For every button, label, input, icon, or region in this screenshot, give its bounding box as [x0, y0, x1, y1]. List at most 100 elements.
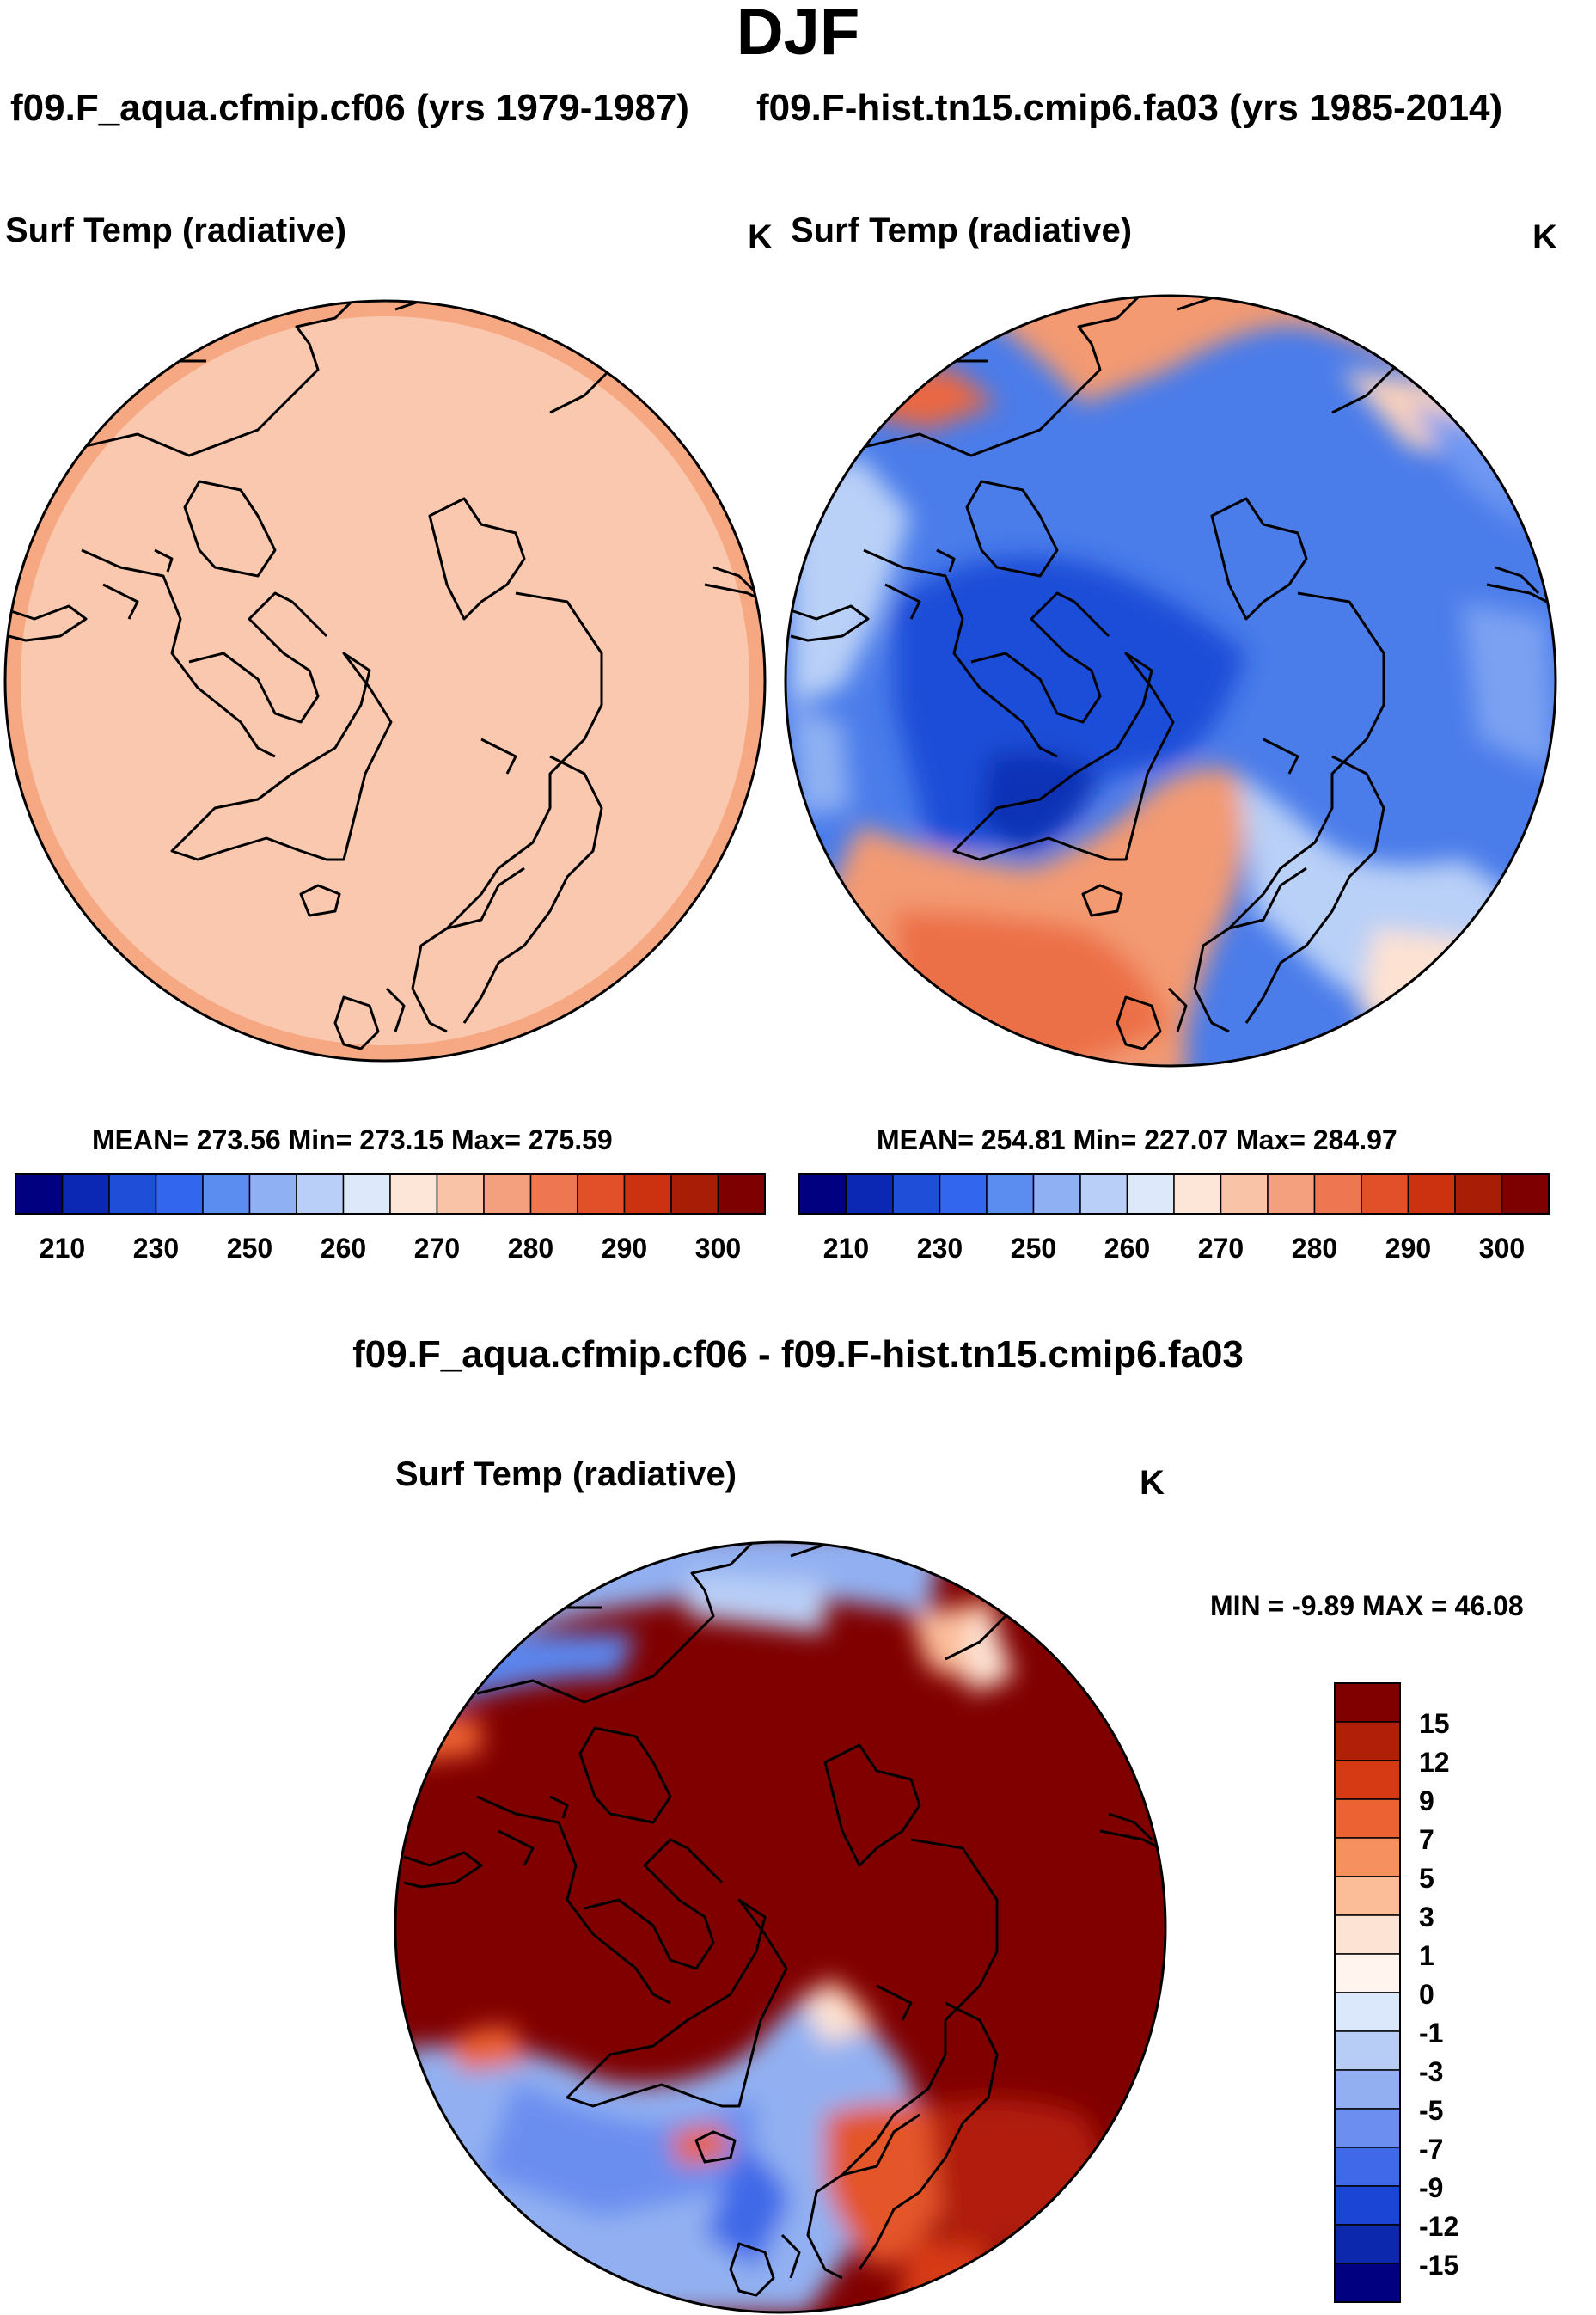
colorbar-swatch — [1501, 1173, 1550, 1215]
colorbar-swatch — [1334, 1682, 1401, 1723]
colorbar-tick-label: 12 — [1419, 1747, 1450, 1778]
colorbar-tick-label: 3 — [1419, 1902, 1434, 1932]
colorbar-frame — [15, 1173, 766, 1215]
colorbar-swatch — [1334, 2185, 1401, 2226]
left-panel-units: K — [748, 218, 773, 256]
colorbar-swatch — [717, 1173, 766, 1215]
colorbar-swatch — [1126, 1173, 1175, 1215]
left-polar-map — [3, 299, 767, 1063]
colorbar-swatch — [1334, 1953, 1401, 1993]
left-colorbar — [15, 1173, 766, 1215]
left-panel-variable: Surf Temp (radiative) — [5, 211, 347, 249]
colorbar-swatch — [1032, 1173, 1081, 1215]
colorbar-swatch — [202, 1173, 251, 1215]
colorbar-swatch — [1313, 1173, 1362, 1215]
right-panel-variable: Surf Temp (radiative) — [791, 211, 1133, 249]
left-panel-subtitle: f09.F_aqua.cfmip.cf06 (yrs 1979-1987) — [10, 87, 689, 129]
colorbar-swatch — [1334, 2108, 1401, 2148]
difference-title: f09.F_aqua.cfmip.cf06 - f09.F-hist.tn15.… — [352, 1333, 1244, 1375]
colorbar-swatch — [1334, 1876, 1401, 1916]
colorbar-swatch — [436, 1173, 485, 1215]
colorbar-swatch — [1334, 1914, 1401, 1955]
colorbar-swatch — [1334, 2147, 1401, 2187]
colorbar-swatch — [248, 1173, 297, 1215]
colorbar-swatch — [1220, 1173, 1269, 1215]
colorbar-swatch — [577, 1173, 626, 1215]
colorbar-swatch — [389, 1173, 438, 1215]
colorbar-swatch — [1334, 1760, 1401, 1800]
colorbar-swatch — [342, 1173, 391, 1215]
left-coastlines — [8, 301, 765, 1050]
colorbar-tick-label: 230 — [916, 1233, 963, 1264]
colorbar-frame — [1334, 1682, 1401, 2303]
colorbar-tick-label: 260 — [320, 1233, 367, 1264]
right-panel-units: K — [1532, 218, 1557, 256]
colorbar-swatch — [986, 1173, 1035, 1215]
colorbar-tick-label: 290 — [1385, 1233, 1432, 1264]
colorbar-tick-label: 15 — [1419, 1708, 1450, 1739]
colorbar-swatch — [623, 1173, 672, 1215]
colorbar-swatch — [1267, 1173, 1316, 1215]
colorbar-tick-label: 300 — [694, 1233, 742, 1264]
colorbar-swatch — [155, 1173, 204, 1215]
colorbar-tick-label: 7 — [1419, 1824, 1434, 1855]
colorbar-swatch — [1334, 2263, 1401, 2303]
colorbar-tick-label: 210 — [822, 1233, 870, 1264]
colorbar-swatch — [939, 1173, 988, 1215]
colorbar-swatch — [1361, 1173, 1409, 1215]
colorbar-swatch — [892, 1173, 941, 1215]
colorbar-swatch — [1334, 1992, 1401, 2032]
colorbar-swatch — [1334, 2069, 1401, 2110]
colorbar-swatch — [483, 1173, 532, 1215]
difference-minmax: MIN = -9.89 MAX = 46.08 — [1210, 1590, 1524, 1621]
right-colorbar — [798, 1173, 1550, 1215]
right-panel-subtitle: f09.F-hist.tn15.cmip6.fa03 (yrs 1985-201… — [756, 87, 1503, 129]
colorbar-swatch — [108, 1173, 157, 1215]
colorbar-swatch — [296, 1173, 345, 1215]
colorbar-tick-label: -7 — [1419, 2134, 1444, 2165]
colorbar-tick-label: -3 — [1419, 2056, 1444, 2087]
colorbar-tick-label: -12 — [1419, 2211, 1459, 2242]
colorbar-swatch — [798, 1173, 847, 1215]
colorbar-tick-label: 280 — [507, 1233, 554, 1264]
colorbar-tick-label: 300 — [1478, 1233, 1526, 1264]
colorbar-swatch — [1079, 1173, 1128, 1215]
left-panel-stats: MEAN= 273.56 Min= 273.15 Max= 275.59 — [92, 1124, 613, 1155]
difference-variable: Surf Temp (radiative) — [395, 1455, 737, 1493]
main-title: DJF — [736, 0, 860, 69]
colorbar-tick-label: 270 — [1197, 1233, 1244, 1264]
colorbar-swatch — [1334, 2030, 1401, 2071]
colorbar-frame — [798, 1173, 1550, 1215]
right-polar-map — [784, 294, 1557, 1068]
colorbar-swatch — [845, 1173, 894, 1215]
colorbar-tick-label: -5 — [1419, 2095, 1444, 2126]
colorbar-tick-label: 5 — [1419, 1863, 1434, 1894]
colorbar-tick-label: 1 — [1419, 1940, 1434, 1971]
colorbar-tick-label: -15 — [1419, 2250, 1459, 2281]
colorbar-swatch — [529, 1173, 578, 1215]
colorbar-swatch — [1334, 1721, 1401, 1761]
colorbar-swatch — [61, 1173, 110, 1215]
colorbar-tick-label: 210 — [39, 1233, 86, 1264]
colorbar-tick-label: 9 — [1419, 1785, 1434, 1816]
colorbar-tick-label: 270 — [413, 1233, 461, 1264]
difference-polar-map — [394, 1540, 1167, 2314]
colorbar-tick-label: 250 — [1010, 1233, 1057, 1264]
colorbar-tick-label: 250 — [226, 1233, 273, 1264]
colorbar-tick-label: 230 — [132, 1233, 180, 1264]
colorbar-swatch — [1407, 1173, 1456, 1215]
right-panel-stats: MEAN= 254.81 Min= 227.07 Max= 284.97 — [877, 1124, 1397, 1155]
difference-colorbar — [1334, 1682, 1401, 2303]
colorbar-swatch — [1334, 1837, 1401, 1877]
colorbar-tick-label: 0 — [1419, 1979, 1434, 2010]
colorbar-tick-label: 280 — [1291, 1233, 1338, 1264]
colorbar-swatch — [1334, 1798, 1401, 1839]
colorbar-swatch — [670, 1173, 719, 1215]
colorbar-swatch — [1454, 1173, 1503, 1215]
colorbar-tick-label: 260 — [1104, 1233, 1151, 1264]
difference-units: K — [1140, 1464, 1165, 1502]
colorbar-tick-label: -1 — [1419, 2018, 1444, 2049]
colorbar-swatch — [1173, 1173, 1222, 1215]
colorbar-swatch — [15, 1173, 64, 1215]
